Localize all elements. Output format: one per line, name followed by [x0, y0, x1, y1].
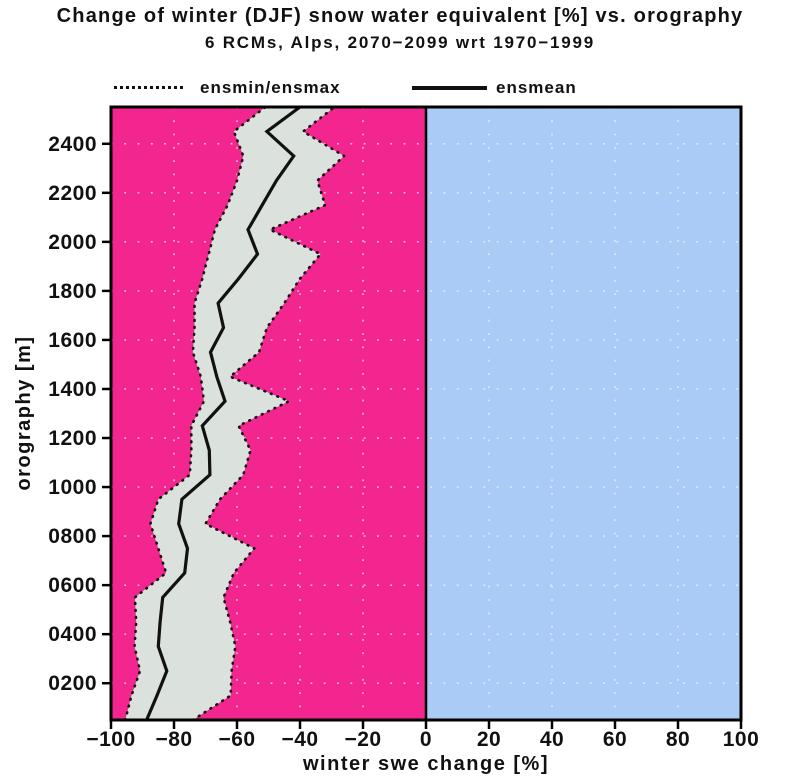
x-tick-label: 20 [477, 728, 501, 751]
y-tick-label: 2200 [48, 182, 97, 205]
y-tick-label: 1000 [48, 476, 97, 499]
y-tick-label: 1400 [48, 378, 97, 401]
y-tick-label: 1200 [48, 427, 97, 450]
x-tick-label: −40 [281, 728, 318, 751]
axis-tick-labels: −100 −80 −60 −40 −20 0 20 40 60 80 100 0200 0400 0600… [48, 133, 760, 751]
positive-region-background [426, 107, 741, 720]
legend-solid-line-sample [412, 86, 487, 90]
x-tick-label: 100 [723, 728, 760, 751]
legend-label-ensmean: ensmean [496, 78, 577, 97]
ensmin-ensmax-band [125, 107, 345, 720]
x-tick-label: −80 [155, 728, 192, 751]
x-axis-title: winter swe change [%] [302, 753, 549, 775]
y-axis-title: orography [m] [13, 335, 35, 490]
ensmean-line [145, 105, 301, 721]
x-tick-label: 80 [666, 728, 690, 751]
y-tick-label: 0800 [48, 525, 97, 548]
x-tick-label: −20 [344, 728, 381, 751]
y-tick-label: 1600 [48, 329, 97, 352]
x-tick-label: 40 [540, 728, 564, 751]
chart-title: Change of winter (DJF) snow water equiva… [56, 5, 744, 27]
x-tick-label: 60 [603, 728, 627, 751]
chart-subtitle: 6 RCMs, Alps, 2070−2099 wrt 1970−1999 [204, 33, 596, 52]
x-tick-label: −60 [218, 728, 255, 751]
y-tick-label: 0600 [48, 574, 97, 597]
y-tick-label: 0400 [48, 623, 97, 646]
axis-ticks [102, 142, 743, 729]
x-tick-label: 0 [420, 728, 432, 751]
x-tick-label: −100 [86, 728, 135, 751]
y-tick-label: 0200 [48, 672, 97, 695]
ensmin-line [123, 105, 267, 722]
legend-label-ensmin-ensmax: ensmin/ensmax [200, 78, 341, 97]
legend-dotted-line-sample [114, 86, 183, 89]
y-tick-label: 2000 [48, 231, 97, 254]
y-tick-label: 2400 [48, 133, 97, 156]
y-tick-label: 1800 [48, 280, 97, 303]
